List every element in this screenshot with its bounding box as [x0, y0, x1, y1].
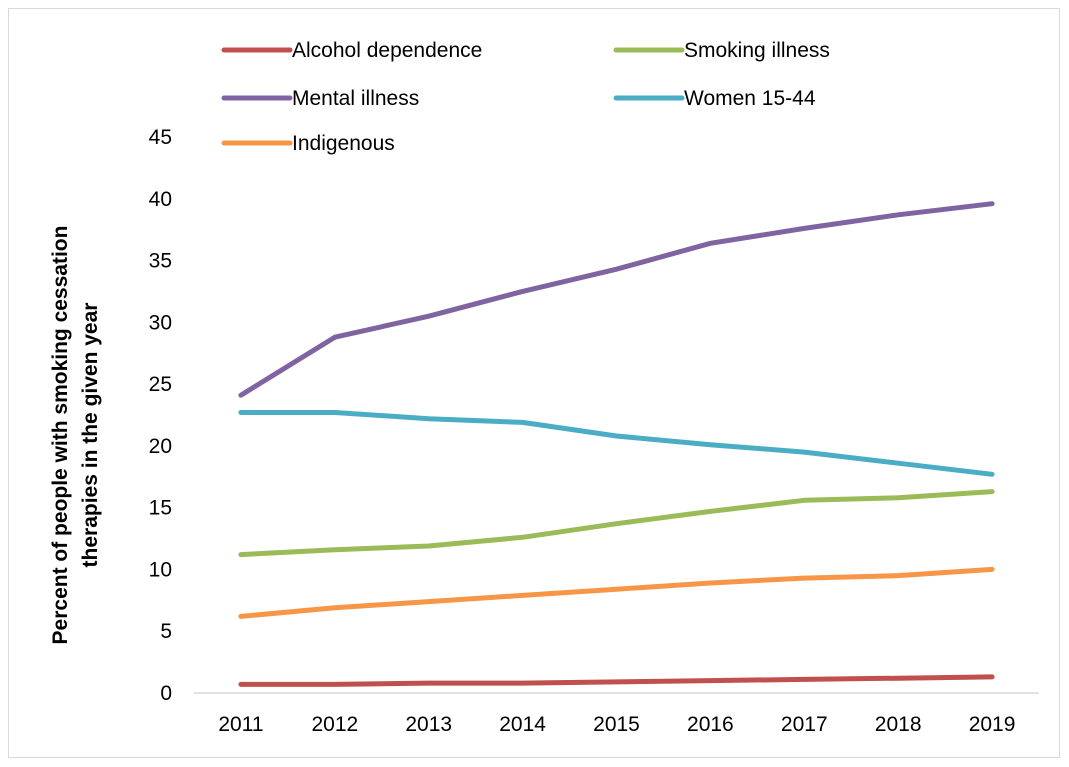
y-tick-label: 15 — [149, 497, 172, 520]
legend-label: Smoking illness — [684, 39, 830, 62]
legend-label: Indigenous — [292, 132, 395, 155]
series-line-smoking-illness — [238, 489, 995, 558]
x-tick-label: 2013 — [405, 713, 452, 736]
legend-item: Alcohol dependence — [221, 39, 482, 62]
x-axis: 2011 2012 2013 2014 2015 2016 2017 2018 2019 — [194, 692, 1039, 736]
y-axis-label-line: Percent of people with smoking cessation — [49, 226, 72, 645]
y-tick-label: 10 — [149, 558, 172, 581]
series-line-indigenous — [238, 566, 995, 619]
x-tick-label: 2019 — [969, 713, 1016, 736]
y-axis-label-line: therapies in the given year — [79, 303, 102, 568]
y-tick-label: 30 — [149, 311, 172, 334]
chart-frame: Alcohol dependence Smoking illness Mental … — [8, 8, 1060, 758]
y-tick-label: 20 — [149, 435, 172, 458]
x-tick-label: 2015 — [593, 713, 640, 736]
y-tick-label: 35 — [149, 250, 172, 273]
legend-item: Women 15-44 — [613, 87, 816, 110]
legend-label: Women 15-44 — [684, 87, 816, 110]
x-tick-label: 2016 — [687, 713, 734, 736]
legend-item: Smoking illness — [613, 39, 830, 62]
series-line-women-15-44 — [238, 410, 995, 477]
y-axis: 0 5 10 15 20 25 30 35 40 45 — [149, 126, 172, 705]
legend: Alcohol dependence Smoking illness Mental … — [221, 39, 830, 155]
y-axis-label: Percent of people with smoking cessation… — [49, 226, 102, 645]
y-tick-label: 25 — [149, 373, 172, 396]
series-line-alcohol-dependence — [238, 674, 995, 687]
y-tick-label: 45 — [149, 126, 172, 149]
x-tick-label: 2018 — [875, 713, 922, 736]
series-line-mental-illness — [238, 201, 995, 398]
line-chart: Alcohol dependence Smoking illness Mental … — [49, 39, 1039, 736]
y-tick-label: 0 — [160, 682, 172, 705]
y-tick-label: 40 — [149, 188, 172, 211]
legend-label: Alcohol dependence — [292, 39, 482, 62]
y-tick-label: 5 — [160, 620, 172, 643]
legend-item: Mental illness — [221, 87, 419, 110]
series-lines — [238, 201, 995, 687]
x-tick-label: 2012 — [311, 713, 358, 736]
legend-item: Indigenous — [221, 132, 395, 155]
x-tick-label: 2011 — [218, 713, 263, 736]
legend-label: Mental illness — [292, 87, 419, 110]
x-tick-label: 2017 — [781, 713, 828, 736]
x-tick-label: 2014 — [499, 713, 546, 736]
